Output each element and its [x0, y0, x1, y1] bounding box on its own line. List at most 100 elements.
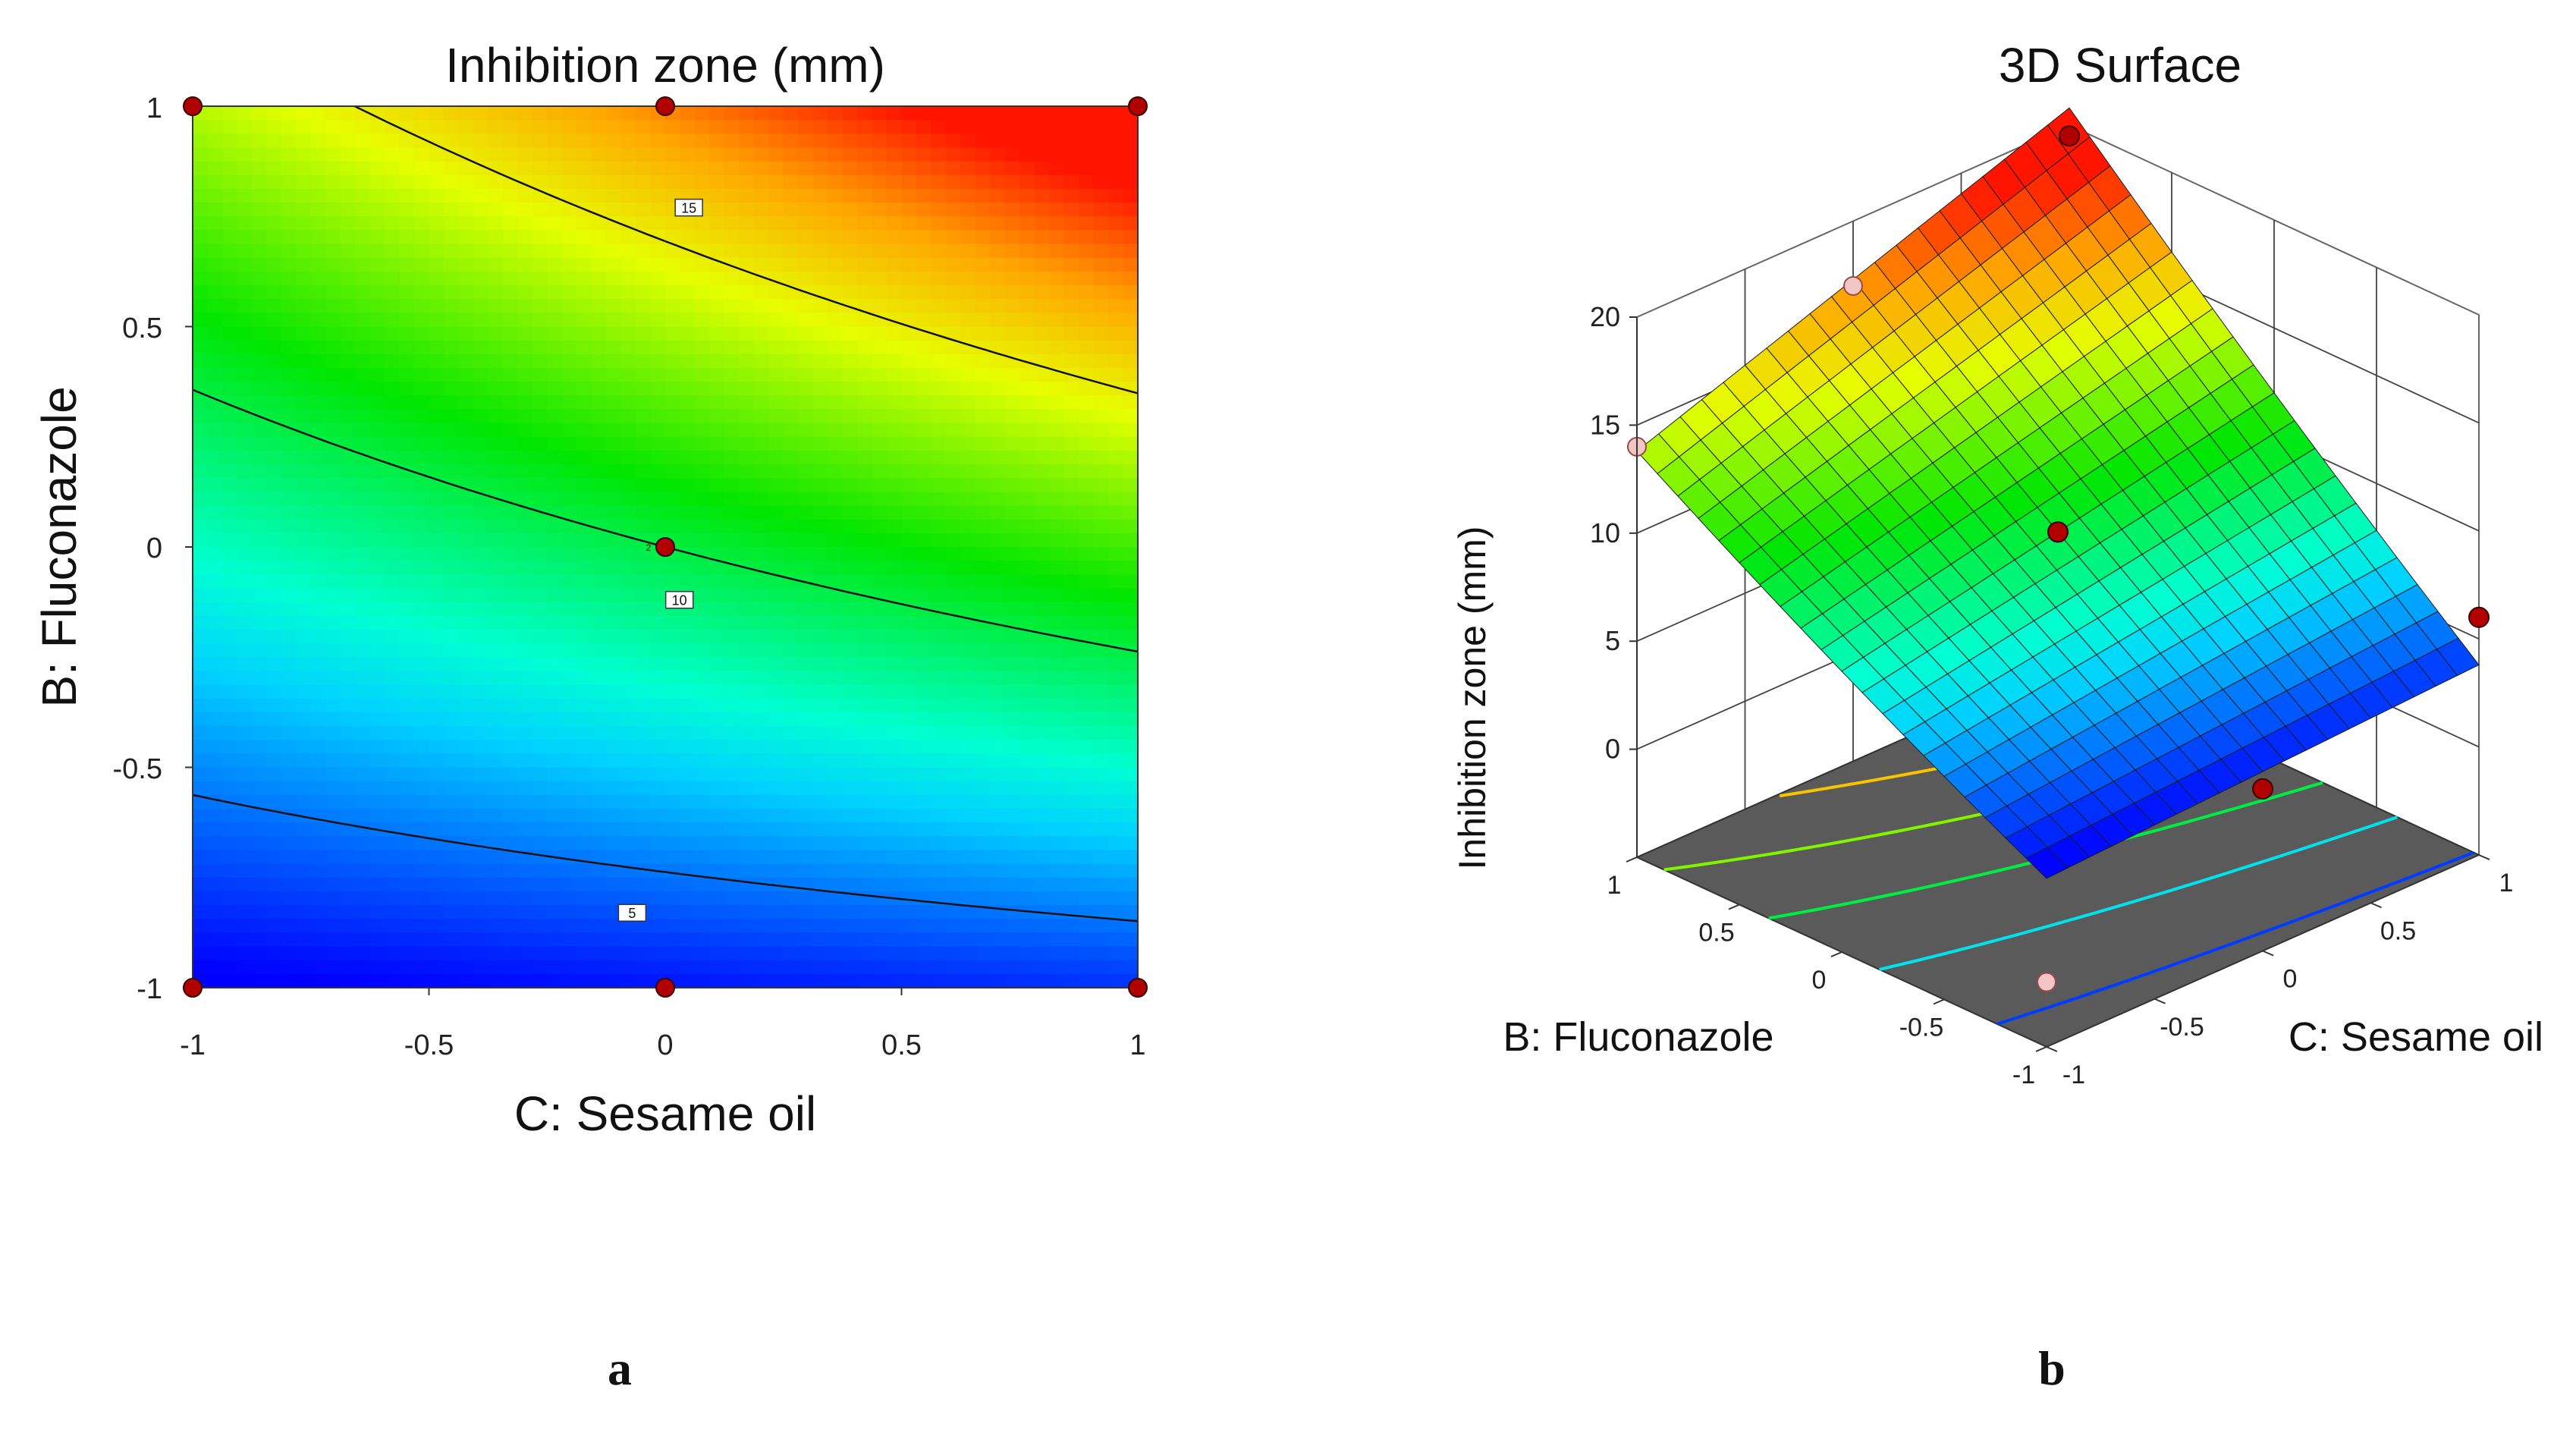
heatmap-cell: [872, 740, 887, 755]
heatmap-cell: [473, 106, 489, 121]
heatmap-cell: [694, 822, 711, 838]
heatmap-cell: [1108, 285, 1124, 300]
heatmap-cell: [1108, 561, 1124, 576]
heatmap-cell: [266, 382, 282, 397]
heatmap-cell: [680, 684, 696, 699]
heatmap-cell: [636, 382, 652, 397]
heatmap-cell: [429, 602, 445, 617]
heatmap-cell: [340, 781, 356, 796]
heatmap-cell: [502, 973, 519, 988]
design-point: [2047, 521, 2069, 543]
heatmap-cell: [694, 257, 711, 272]
heatmap-cell: [576, 409, 592, 424]
heatmap-cell: [1034, 505, 1050, 520]
heatmap-cell: [369, 188, 385, 203]
heatmap-cell: [901, 973, 917, 988]
heatmap-cell: [296, 436, 312, 451]
heatmap-cell: [1108, 340, 1124, 355]
heatmap-cell: [221, 106, 238, 121]
heatmap-cell: [1019, 781, 1035, 796]
heatmap-cell: [355, 684, 371, 699]
heatmap-cell: [1123, 960, 1138, 975]
heatmap-cell: [680, 450, 696, 465]
heatmap-cell: [709, 767, 725, 782]
heatmap-cell: [887, 382, 903, 397]
heatmap-cell: [458, 684, 474, 699]
heatmap-cell: [193, 836, 209, 851]
heatmap-cell: [325, 919, 341, 934]
heatmap-cell: [502, 822, 519, 838]
heatmap-cell: [193, 285, 209, 300]
heatmap-cell: [783, 340, 800, 355]
heatmap-cell: [237, 450, 253, 465]
heatmap-cell: [547, 271, 563, 286]
heatmap-cell: [547, 767, 563, 782]
heatmap-cell: [812, 781, 828, 796]
heatmap-cell: [473, 905, 489, 920]
heatmap-cell: [340, 147, 356, 162]
heatmap-cell: [680, 505, 696, 520]
heatmap-cell: [1063, 271, 1079, 286]
heatmap-cell: [532, 657, 548, 672]
heatmap-cell: [901, 505, 917, 520]
heatmap-cell: [576, 423, 592, 438]
heatmap-cell: [369, 547, 385, 561]
contour-label-box: [664, 590, 694, 609]
heatmap-cell: [502, 395, 519, 410]
heatmap-cell: [1004, 519, 1021, 534]
heatmap-cell: [1093, 271, 1109, 286]
heatmap-cell: [1034, 134, 1050, 149]
heatmap-cell: [650, 960, 666, 975]
heatmap-cell: [281, 120, 297, 135]
heatmap-cell: [340, 340, 356, 355]
heatmap-cell: [901, 395, 917, 410]
heatmap-cell: [606, 767, 622, 782]
heatmap-cell: [399, 161, 415, 176]
heatmap-cell: [517, 244, 533, 259]
heatmap-cell: [798, 850, 814, 865]
heatmap-cell: [1108, 836, 1124, 851]
heatmap-cell: [724, 767, 740, 782]
heatmap-cell: [591, 188, 607, 203]
heatmap-cell: [650, 423, 666, 438]
heatmap-cell: [857, 326, 873, 341]
heatmap-cell: [1049, 574, 1065, 589]
heatmap-cell: [399, 478, 415, 493]
heatmap-cell: [665, 932, 681, 948]
heatmap-cell: [753, 753, 770, 768]
heatmap-cell: [1004, 891, 1021, 906]
heatmap-cell: [650, 877, 666, 892]
heatmap-cell: [1108, 657, 1124, 672]
heatmap-cell: [1019, 960, 1035, 975]
heatmap-cell: [753, 629, 770, 644]
heatmap-cell: [1093, 946, 1109, 961]
heatmap-cell: [547, 326, 563, 341]
heatmap-cell: [887, 657, 903, 672]
heatmap-cell: [443, 409, 460, 424]
heatmap-cell: [768, 905, 784, 920]
heatmap-cell: [369, 905, 385, 920]
heatmap-cell: [606, 822, 622, 838]
heatmap-cell: [665, 561, 681, 576]
heatmap-cell: [399, 533, 415, 548]
heatmap-cell: [901, 409, 917, 424]
heatmap-cell: [1108, 174, 1124, 190]
heatmap-cell: [1123, 134, 1138, 149]
heatmap-cell: [207, 354, 223, 369]
heatmap-cell: [887, 588, 903, 603]
heatmap-cell: [502, 574, 519, 589]
heatmap-cell: [1019, 629, 1035, 644]
heatmap-cell: [547, 615, 563, 630]
heatmap-cell: [1108, 850, 1124, 865]
heatmap-cell: [517, 836, 533, 851]
heatmap-cell: [1049, 533, 1065, 548]
heatmap-cell: [1034, 382, 1050, 397]
heatmap-cell: [251, 106, 268, 121]
heatmap-cell: [828, 863, 843, 878]
heatmap-cell: [990, 794, 1006, 809]
heatmap-cell: [901, 547, 917, 561]
heatmap-cell: [266, 120, 282, 135]
heatmap-cell: [1079, 505, 1095, 520]
heatmap-cell: [221, 367, 238, 382]
heatmap-cell: [1063, 354, 1079, 369]
